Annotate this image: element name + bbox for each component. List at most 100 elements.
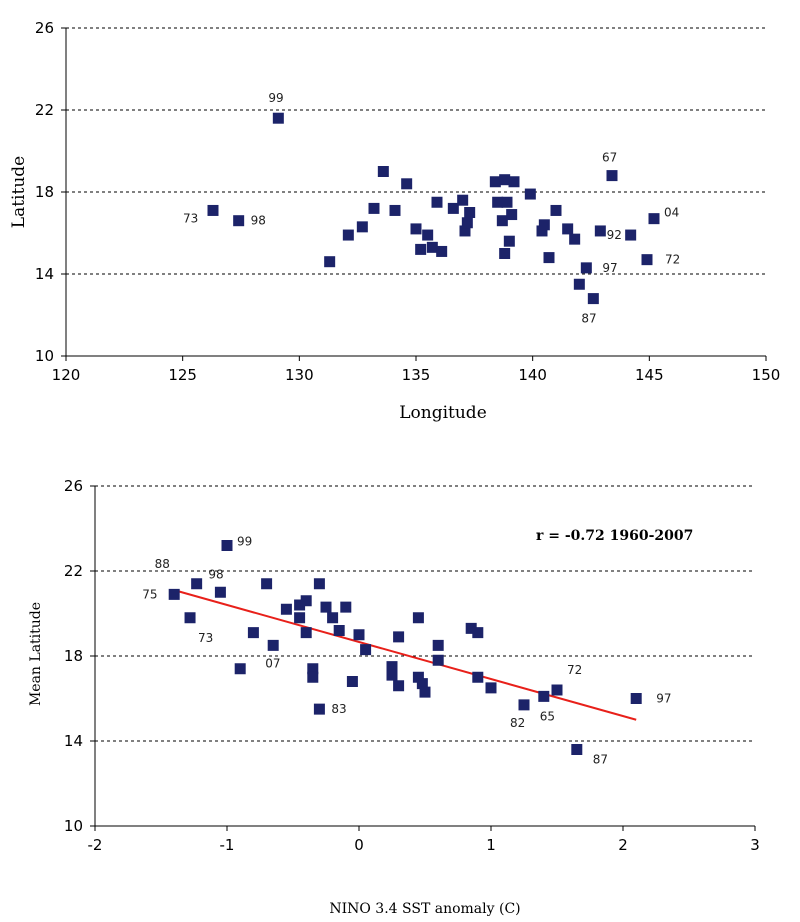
chart2-point: [346, 676, 358, 687]
chart2-point-label: 65: [540, 709, 555, 723]
chart1-gridlines: [66, 27, 766, 275]
chart1-x-tick-label: 130: [285, 366, 314, 384]
chart1-point: [447, 202, 459, 214]
chart1-y-tick-label: 22: [35, 101, 54, 119]
chart1-point: [233, 215, 245, 227]
chart2-point: [294, 599, 306, 611]
chart2-point: [221, 540, 233, 551]
longitude-latitude-scatter: 120 125 130 135 140 145 150 10 14 18 22 26 73 98 99 97…: [9, 19, 780, 423]
chart1-point: [550, 204, 562, 216]
chart1-point-label: 72: [665, 253, 680, 267]
chart1-point: [492, 196, 504, 208]
chart2-point: [393, 680, 405, 692]
chart1-point: [356, 221, 368, 233]
chart2-point: [630, 693, 642, 704]
chart1-point: [410, 223, 422, 235]
chart2-y-tick-label: 22: [64, 562, 83, 580]
chart1-x-tick-label: 145: [635, 366, 664, 384]
chart2-point-label: 72: [567, 663, 582, 677]
chart1-x-tick-label: 125: [168, 366, 197, 384]
chart1-point-label: 92: [607, 228, 622, 242]
chart2-point: [214, 586, 226, 598]
chart1-point: [342, 229, 354, 241]
chart1-point: [594, 225, 606, 237]
chart2-point-label: 99: [237, 535, 252, 549]
chart2-point-label: 75: [142, 587, 157, 601]
chart2-correlation-annotation: r = -0.72 1960-2007: [536, 528, 693, 544]
chart2-gridlines: [95, 485, 755, 742]
chart2-point-label: 98: [208, 567, 223, 581]
chart2-point: [267, 639, 279, 651]
chart1-point-label: 98: [251, 214, 266, 228]
chart2-point: [412, 612, 424, 624]
chart2-point: [307, 671, 319, 683]
chart1-y-tick-label: 26: [35, 19, 54, 37]
chart1-point: [641, 254, 653, 266]
chart2-point: [472, 671, 484, 683]
chart2-point: [333, 625, 345, 636]
chart1-point: [587, 293, 599, 305]
chart1-point: [503, 235, 515, 247]
chart1-point: [506, 209, 518, 221]
chart1-axes: [61, 27, 767, 361]
chart2-y-tick-label: 26: [64, 477, 83, 495]
chart2-point: [320, 601, 332, 613]
chart2-x-tick-label: -1: [220, 836, 235, 854]
chart1-point: [573, 278, 585, 290]
chart2-x-tick-label: 2: [618, 836, 628, 854]
chart1-tick-labels: 120 125 130 135 140 145 150 10 14 18 22 26: [35, 19, 780, 384]
chart1-point-label: 73: [183, 211, 198, 225]
chart1-point-label: 04: [664, 206, 679, 220]
chart2-point: [313, 703, 325, 715]
chart1-point: [499, 174, 511, 186]
chart2-point: [538, 690, 550, 702]
chart2-point: [432, 639, 444, 651]
chart1-point-label: 87: [581, 312, 596, 326]
chart1-point: [457, 194, 469, 206]
chart1-point: [459, 225, 471, 237]
chart1-x-tick-label: 140: [518, 366, 547, 384]
chart1-point: [543, 252, 555, 264]
chart2-trendline: [173, 589, 637, 721]
chart2-point: [300, 595, 312, 607]
chart2-point: [386, 669, 398, 681]
chart1-x-tick-label: 135: [402, 366, 431, 384]
chart1-y-tick-label: 18: [35, 183, 54, 201]
chart1-point: [461, 217, 473, 229]
chart1-x-tick-label: 120: [52, 366, 81, 384]
chart1-point: [499, 248, 511, 259]
chart1-point: [401, 178, 413, 190]
chart1-point: [580, 262, 592, 274]
chart1-point: [538, 219, 550, 231]
chart2-axes: [90, 485, 756, 831]
chart2-x-tick-label: -2: [88, 836, 103, 854]
chart1-point: [431, 196, 443, 208]
chart2-point-label: 97: [656, 692, 671, 706]
chart2-point-label: 07: [265, 656, 280, 670]
chart2-point: [432, 654, 444, 666]
chart2-point: [416, 678, 428, 690]
chart1-point: [436, 245, 448, 257]
chart2-point: [551, 684, 563, 696]
chart2-point: [184, 612, 196, 624]
chart1-point: [524, 188, 536, 200]
chart1-point-label: 99: [268, 91, 283, 105]
chart1-point-labels: 73 98 99 97 87 67 92 72 04: [183, 91, 680, 325]
chart1-point: [496, 215, 508, 227]
chart2-y-tick-label: 10: [64, 817, 83, 835]
chart2-point: [419, 686, 431, 698]
chart1-point: [368, 202, 380, 214]
chart2-tick-labels: -2 -1 0 1 2 3 10 14 18 22 26: [64, 477, 760, 854]
chart1-y-tick-label: 10: [35, 347, 54, 365]
chart2-point-label: 83: [331, 702, 346, 716]
chart2-point-label: 82: [510, 716, 525, 730]
chart2-point: [412, 671, 424, 683]
chart1-x-axis-title: Longitude: [399, 403, 487, 423]
chart2-x-tick-label: 3: [750, 836, 760, 854]
chart2-point: [261, 578, 273, 590]
chart1-point: [569, 233, 581, 245]
chart2-point: [307, 663, 319, 675]
chart1-point: [426, 241, 438, 253]
chart2-point: [313, 578, 325, 590]
chart2-x-tick-label: 0: [354, 836, 364, 854]
